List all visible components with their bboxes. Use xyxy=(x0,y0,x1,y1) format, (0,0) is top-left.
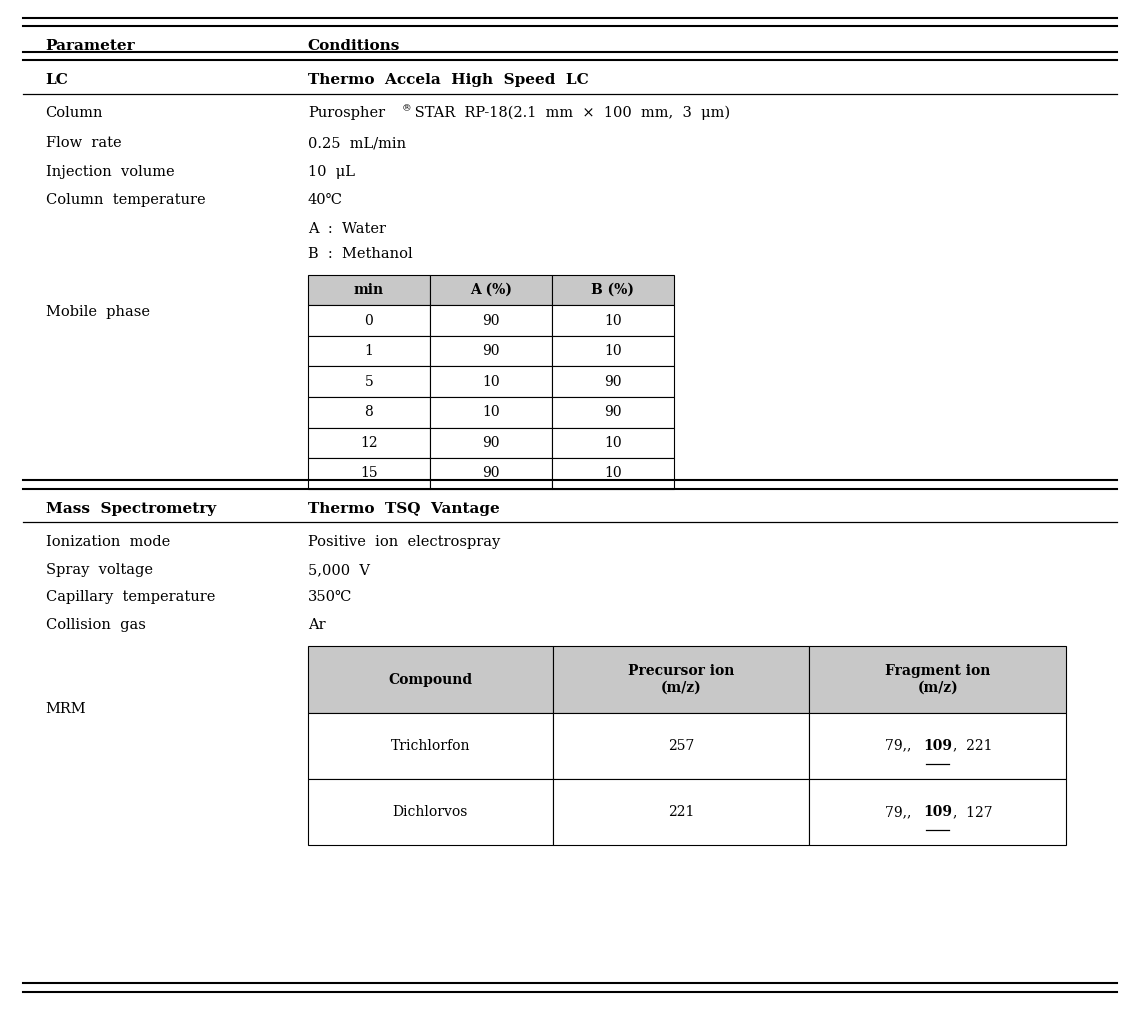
Text: 0: 0 xyxy=(365,314,373,328)
Text: 90: 90 xyxy=(604,375,621,389)
FancyBboxPatch shape xyxy=(553,646,809,713)
FancyBboxPatch shape xyxy=(809,779,1066,845)
Text: 10  μL: 10 μL xyxy=(308,165,355,179)
FancyBboxPatch shape xyxy=(430,428,552,458)
Text: 8: 8 xyxy=(365,405,373,419)
Text: Positive  ion  electrospray: Positive ion electrospray xyxy=(308,535,500,550)
FancyBboxPatch shape xyxy=(308,428,430,458)
Text: 1: 1 xyxy=(365,344,373,358)
FancyBboxPatch shape xyxy=(430,397,552,428)
FancyBboxPatch shape xyxy=(430,458,552,489)
Text: MRM: MRM xyxy=(46,702,87,717)
Text: Mass  Spectrometry: Mass Spectrometry xyxy=(46,502,215,516)
FancyBboxPatch shape xyxy=(552,275,674,305)
Text: 79,,: 79,, xyxy=(885,805,920,818)
FancyBboxPatch shape xyxy=(552,366,674,397)
Text: 90: 90 xyxy=(482,436,499,450)
Text: ,  221: , 221 xyxy=(953,739,992,752)
FancyBboxPatch shape xyxy=(308,366,430,397)
Text: ,  127: , 127 xyxy=(953,805,992,818)
Text: Collision  gas: Collision gas xyxy=(46,618,146,632)
FancyBboxPatch shape xyxy=(308,458,430,489)
Text: 5,000  V: 5,000 V xyxy=(308,563,369,577)
Text: Thermo  TSQ  Vantage: Thermo TSQ Vantage xyxy=(308,502,499,516)
FancyBboxPatch shape xyxy=(308,305,430,336)
Text: 350℃: 350℃ xyxy=(308,590,352,605)
Text: Purospher: Purospher xyxy=(308,106,385,120)
FancyBboxPatch shape xyxy=(430,336,552,366)
FancyBboxPatch shape xyxy=(552,336,674,366)
FancyBboxPatch shape xyxy=(308,336,430,366)
FancyBboxPatch shape xyxy=(308,646,553,713)
Text: 10: 10 xyxy=(604,436,621,450)
Text: Column  temperature: Column temperature xyxy=(46,193,205,208)
Text: 40℃: 40℃ xyxy=(308,193,343,208)
Text: Spray  voltage: Spray voltage xyxy=(46,563,153,577)
Text: 79,,: 79,, xyxy=(885,739,920,752)
Text: 10: 10 xyxy=(482,375,499,389)
Text: 10: 10 xyxy=(604,344,621,358)
Text: 5: 5 xyxy=(365,375,373,389)
Text: Mobile  phase: Mobile phase xyxy=(46,305,149,320)
Text: Fragment ion
(m/z): Fragment ion (m/z) xyxy=(885,665,991,694)
Text: B (%): B (%) xyxy=(592,283,634,297)
Text: Thermo  Accela  High  Speed  LC: Thermo Accela High Speed LC xyxy=(308,73,588,88)
Text: A (%): A (%) xyxy=(470,283,512,297)
Text: Column: Column xyxy=(46,106,103,120)
FancyBboxPatch shape xyxy=(552,305,674,336)
Text: 90: 90 xyxy=(482,314,499,328)
FancyBboxPatch shape xyxy=(308,779,553,845)
Text: 90: 90 xyxy=(482,466,499,480)
Text: Capillary  temperature: Capillary temperature xyxy=(46,590,215,605)
Text: 10: 10 xyxy=(604,314,621,328)
Text: 221: 221 xyxy=(668,805,694,818)
Text: ®: ® xyxy=(401,104,412,113)
FancyBboxPatch shape xyxy=(430,305,552,336)
Text: Flow  rate: Flow rate xyxy=(46,136,121,151)
FancyBboxPatch shape xyxy=(552,458,674,489)
Text: Ionization  mode: Ionization mode xyxy=(46,535,170,550)
Text: Dichlorvos: Dichlorvos xyxy=(392,805,469,818)
Text: 10: 10 xyxy=(604,466,621,480)
Text: 257: 257 xyxy=(668,739,694,752)
Text: 90: 90 xyxy=(482,344,499,358)
Text: Precursor ion
(m/z): Precursor ion (m/z) xyxy=(628,665,734,694)
Text: A  :  Water: A : Water xyxy=(308,222,385,236)
Text: STAR  RP-18(2.1  mm  ×  100  mm,  3  μm): STAR RP-18(2.1 mm × 100 mm, 3 μm) xyxy=(410,106,731,120)
FancyBboxPatch shape xyxy=(553,713,809,779)
Text: Trichlorfon: Trichlorfon xyxy=(391,739,470,752)
Text: 109: 109 xyxy=(923,739,952,752)
FancyBboxPatch shape xyxy=(553,779,809,845)
Text: 109: 109 xyxy=(923,805,952,818)
FancyBboxPatch shape xyxy=(552,428,674,458)
Text: LC: LC xyxy=(46,73,68,88)
Text: B  :  Methanol: B : Methanol xyxy=(308,247,413,262)
Text: 10: 10 xyxy=(482,405,499,419)
FancyBboxPatch shape xyxy=(552,397,674,428)
Text: 0.25  mL/min: 0.25 mL/min xyxy=(308,136,406,151)
FancyBboxPatch shape xyxy=(308,713,553,779)
FancyBboxPatch shape xyxy=(809,646,1066,713)
FancyBboxPatch shape xyxy=(809,713,1066,779)
FancyBboxPatch shape xyxy=(430,366,552,397)
Text: min: min xyxy=(353,283,384,297)
Text: Injection  volume: Injection volume xyxy=(46,165,174,179)
Text: Compound: Compound xyxy=(389,673,472,686)
Text: Conditions: Conditions xyxy=(308,39,400,53)
Text: Parameter: Parameter xyxy=(46,39,136,53)
Text: 12: 12 xyxy=(360,436,377,450)
Text: Ar: Ar xyxy=(308,618,325,632)
FancyBboxPatch shape xyxy=(430,275,552,305)
FancyBboxPatch shape xyxy=(308,275,430,305)
Text: 15: 15 xyxy=(360,466,377,480)
FancyBboxPatch shape xyxy=(308,397,430,428)
Text: 90: 90 xyxy=(604,405,621,419)
